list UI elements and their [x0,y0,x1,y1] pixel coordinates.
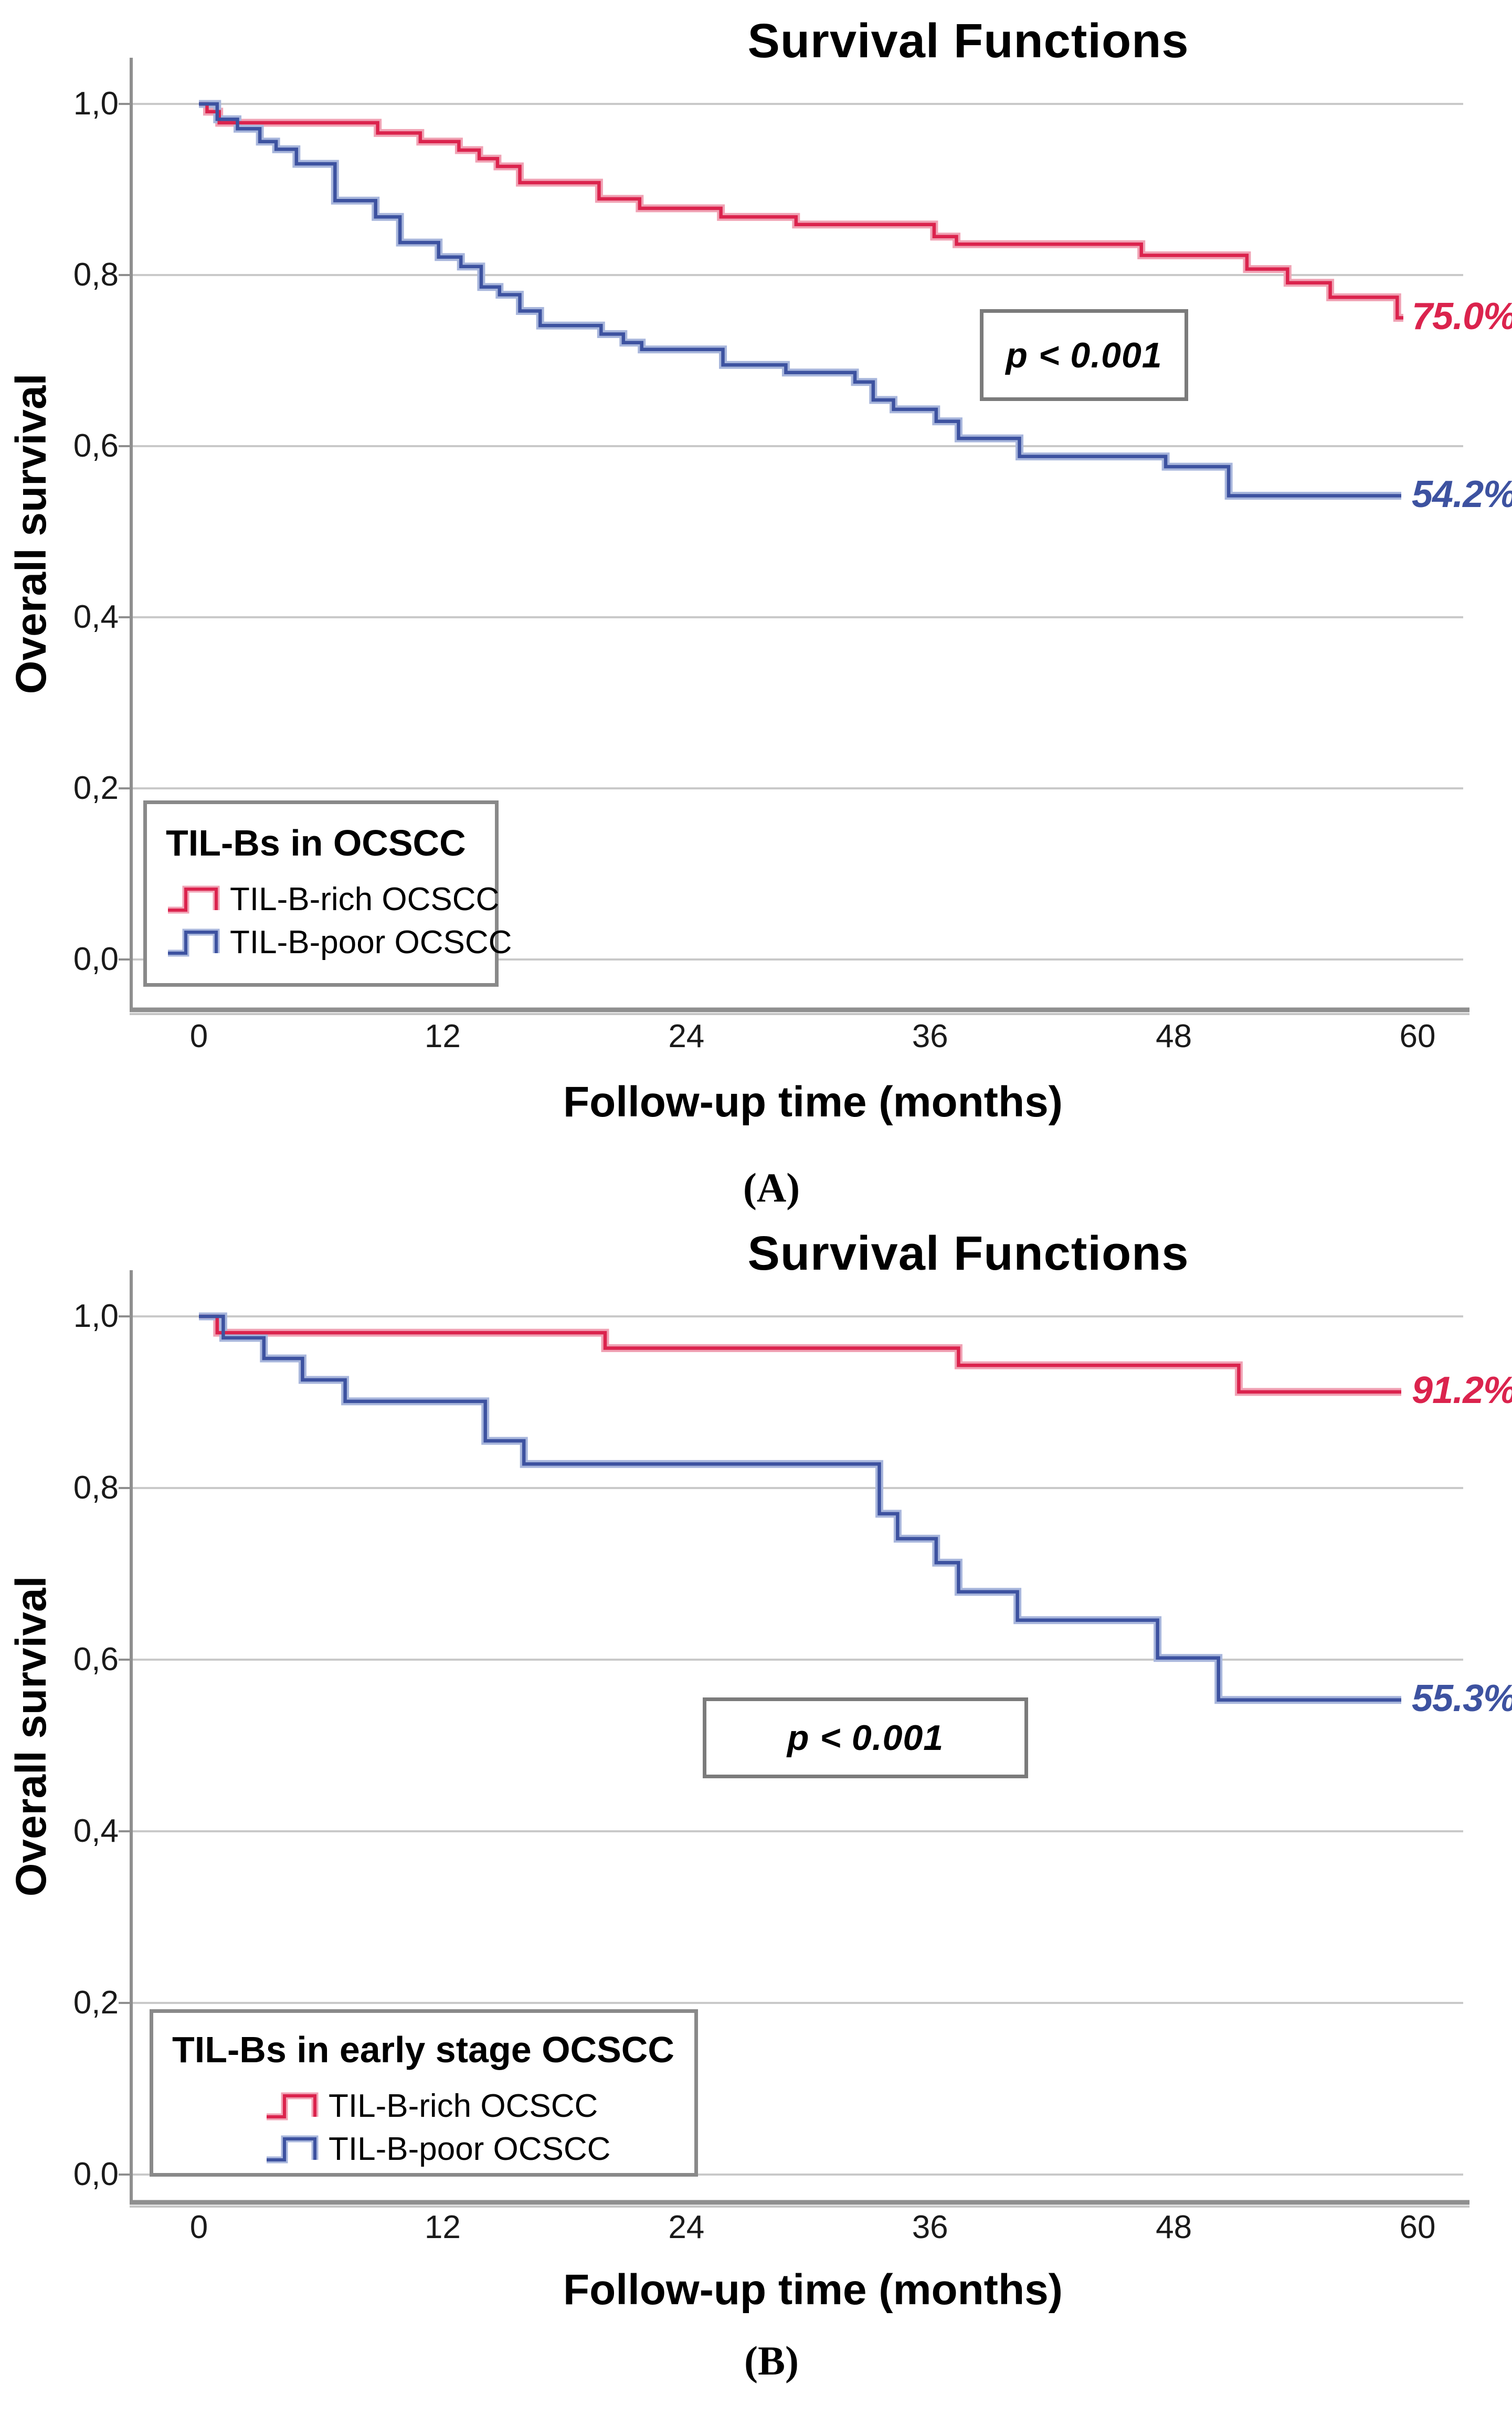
panel-b-end-label-poor: 55.3% [1412,1677,1512,1719]
panel-a-x-axis-label: Follow-up time (months) [563,1078,1063,1126]
legend-item-label: TIL-B-rich OCSCC [329,2087,598,2124]
panel-a-plot [119,58,1469,1015]
panel-a-end-label-rich: 75.0% [1412,295,1512,337]
legend-title: TIL-Bs in early stage OCSCC [172,2029,674,2070]
panel-a: Survival Functions Overall survival 1,0 0… [7,14,1512,1210]
legend-title: TIL-Bs in OCSCC [166,822,466,863]
panel-b: Survival Functions Overall survival 1,0 0… [0,1212,1512,2416]
panel-a-end-label-poor: 54.2% [1412,473,1512,515]
panel-b-plot [119,1270,1469,2208]
km-curve [199,1314,1401,1702]
legend-item-label: TIL-B-rich OCSCC [230,881,500,917]
panel-b-title: Survival Functions [747,1227,1189,1280]
panel-b-caption: (B) [744,2338,799,2383]
step-line-icon [267,2135,319,2164]
km-curve-halo [199,100,1401,500]
legend-item-til-b-rich: TIL-B-rich OCSCC [265,2084,694,2127]
legend-item-til-b-poor: TIL-B-poor OCSCC [166,921,512,964]
km-curve-halo [199,1312,1401,1396]
panel-b-x-axis-label: Follow-up time (months) [563,2266,1063,2314]
step-line-icon [168,885,220,914]
panel-a-y-axis-label: Overall survival [7,373,55,694]
panel-a-title: Survival Functions [747,14,1189,68]
km-curve [199,102,1403,320]
panel-b-pvalue-box: p < 0.001 [703,1697,1028,1778]
panel-b-end-label-rich: 91.2% [1412,1369,1512,1411]
p-value-text: p < 0.001 [1006,335,1162,375]
step-line-icon [168,929,220,957]
panel-b-legend: TIL-Bs in early stage OCSCC TIL-B-rich O… [150,2009,698,2177]
km-curve [199,1314,1401,1394]
panel-a-pvalue-box: p < 0.001 [980,309,1188,401]
panel-a-caption: (A) [743,1165,800,1210]
km-curve [199,102,1401,498]
legend-item-til-b-poor: TIL-B-poor OCSCC [265,2127,694,2170]
panel-b-y-axis-label: Overall survival [7,1576,55,1897]
legend-item-til-b-rich: TIL-B-rich OCSCC [166,878,499,921]
km-curve-halo [199,100,1403,322]
km-curve-halo [199,1312,1401,1704]
step-line-icon [267,2092,319,2120]
legend-item-label: TIL-B-poor OCSCC [230,924,512,961]
panel-a-legend: TIL-Bs in OCSCC TIL-B-rich OCSCC TIL-B-p… [143,800,512,987]
legend-item-label: TIL-B-poor OCSCC [329,2130,611,2167]
p-value-text: p < 0.001 [787,1718,944,1758]
